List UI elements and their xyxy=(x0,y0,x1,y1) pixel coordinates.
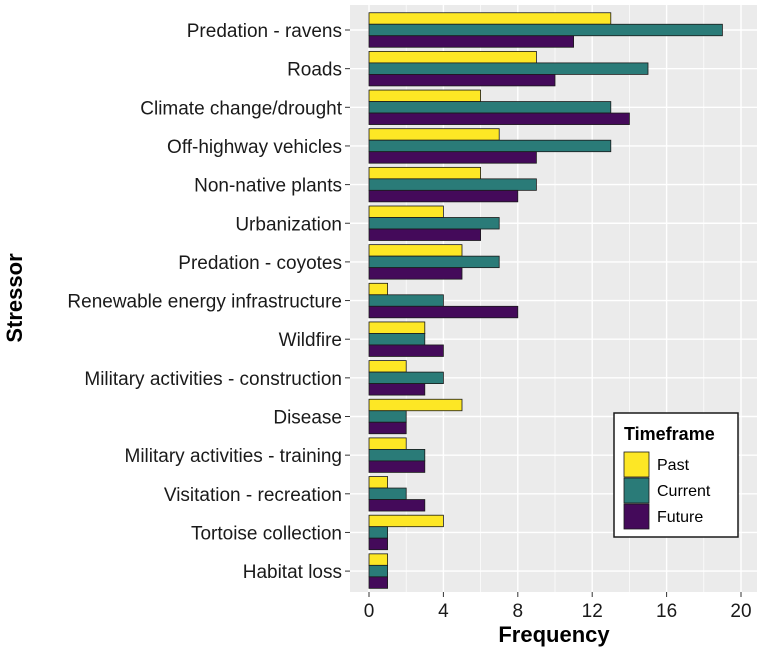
legend-items: Past Current Future xyxy=(623,451,711,530)
bar-current xyxy=(368,62,649,75)
bar-future xyxy=(368,344,444,357)
x-tick-label: 12 xyxy=(582,601,603,622)
bar-past xyxy=(368,321,426,334)
bar-current xyxy=(368,255,500,269)
bar-past xyxy=(368,360,407,373)
legend-label-future: Future xyxy=(657,509,703,526)
bar-future xyxy=(368,305,519,319)
bar-future xyxy=(368,383,426,396)
bar-future xyxy=(368,460,426,473)
bar-future xyxy=(368,228,481,241)
x-tick-label: 4 xyxy=(438,601,449,622)
bar-current xyxy=(368,217,500,230)
bar-current xyxy=(368,526,389,539)
bar-current xyxy=(368,139,612,153)
bar-past xyxy=(368,12,612,25)
y-tick-label: Urbanization xyxy=(235,214,342,235)
bar-past xyxy=(368,514,444,528)
x-tick-label: 8 xyxy=(513,601,524,622)
bar-future xyxy=(368,74,556,87)
bar-past xyxy=(368,437,407,450)
bar-current xyxy=(368,178,537,191)
x-axis-title: Frequency xyxy=(498,622,610,647)
y-tick-label: Wildfire xyxy=(279,330,342,351)
legend-title: Timeframe xyxy=(624,424,715,444)
y-tick-label: Roads xyxy=(287,60,342,81)
legend-label-current: Current xyxy=(657,483,711,500)
y-tick-label: Visitation - recreation xyxy=(164,485,342,506)
legend-label-past: Past xyxy=(657,457,690,474)
bar-current xyxy=(368,333,426,346)
bar-future xyxy=(368,537,389,551)
bar-current xyxy=(368,23,723,37)
x-axis-ticks: 0 4 8 12 16 20 xyxy=(364,592,752,622)
bar-past xyxy=(368,205,444,218)
bar-past xyxy=(368,282,389,296)
bar-past xyxy=(368,128,500,141)
bar-future xyxy=(368,576,389,589)
bars xyxy=(368,12,723,589)
bar-past xyxy=(368,166,481,180)
legend-swatch-past xyxy=(623,451,650,478)
y-tick-label: Renewable energy infrastructure xyxy=(67,292,342,313)
bar-future xyxy=(368,151,537,164)
bar-past xyxy=(368,476,389,489)
bar-current xyxy=(368,101,612,114)
x-tick-label: 20 xyxy=(730,601,751,622)
y-tick-label: Tortoise collection xyxy=(191,523,342,544)
bar-future xyxy=(368,35,575,48)
bar-future xyxy=(368,112,630,125)
bar-past xyxy=(368,51,537,64)
y-tick-label: Non-native plants xyxy=(194,176,342,197)
y-tick-label: Disease xyxy=(273,408,342,429)
y-tick-label: Predation - coyotes xyxy=(178,253,342,274)
y-axis-title: Stressor xyxy=(2,253,27,343)
y-tick-label: Off-highway vehicles xyxy=(167,137,342,158)
bar-future xyxy=(368,499,426,512)
legend: Timeframe Past Current Future xyxy=(613,412,739,538)
y-tick-label: Habitat loss xyxy=(243,562,342,583)
bar-current xyxy=(368,371,444,385)
bar-past xyxy=(368,89,481,102)
bar-past xyxy=(368,244,463,257)
x-tick-label: 0 xyxy=(364,601,375,622)
bar-current xyxy=(368,564,389,578)
bar-current xyxy=(368,448,426,462)
bar-future xyxy=(368,267,463,280)
legend-swatch-future xyxy=(623,503,650,530)
y-tick-label: Military activities - training xyxy=(125,446,343,467)
bar-current xyxy=(368,410,407,423)
y-tick-label: Climate change/drought xyxy=(140,98,342,119)
y-axis-categories: Predation - ravens Roads Climate change/dr… xyxy=(67,21,350,583)
bar-past xyxy=(368,398,463,412)
bar-future xyxy=(368,421,407,435)
legend-swatch-current xyxy=(623,477,650,504)
bar-future xyxy=(368,189,519,203)
bar-past xyxy=(368,553,389,566)
y-tick-label: Predation - ravens xyxy=(187,21,342,42)
bar-current xyxy=(368,487,407,500)
bar-current xyxy=(368,294,444,307)
x-tick-label: 16 xyxy=(656,601,677,622)
y-tick-label: Military activities - construction xyxy=(84,369,342,390)
